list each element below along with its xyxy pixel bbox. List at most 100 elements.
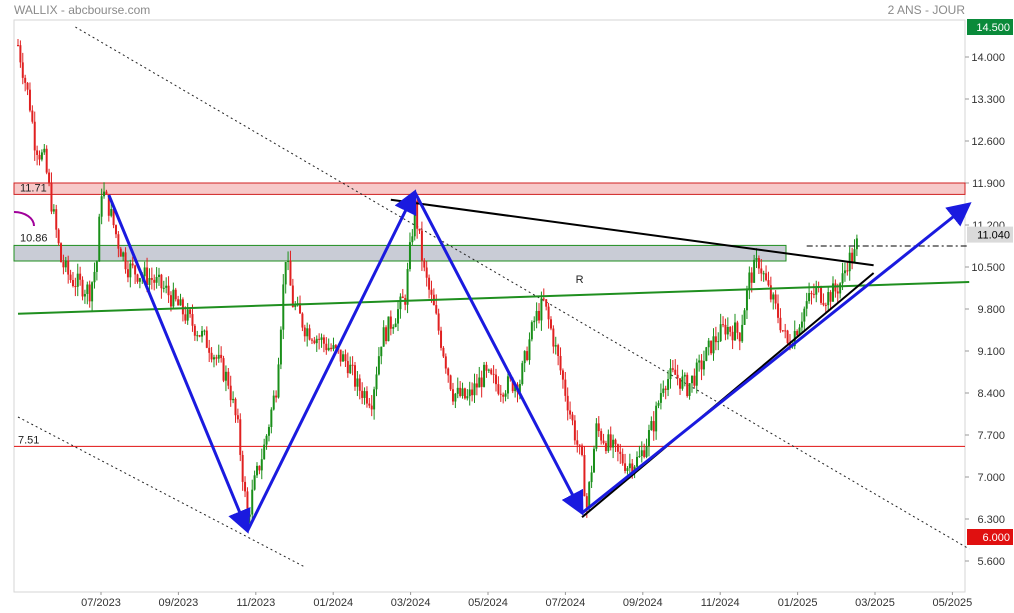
candle-body [244,481,247,492]
triangle-upper-line [390,198,874,267]
candle-body [215,357,218,359]
candle-body [165,285,168,288]
badge-last-text: 11.040 [977,230,1010,242]
candle-body [375,374,378,390]
candle-body [55,209,58,230]
candle-body [282,284,285,330]
candle-body [272,395,275,410]
candle-body [495,374,497,385]
candle-body [688,383,691,397]
candle-body [504,393,507,397]
candle-body [138,278,141,282]
candle-body [573,420,576,441]
candle-body [521,363,524,385]
candle-body [650,421,653,431]
candle-body [745,288,748,311]
candle-body [435,305,438,314]
candle-body [284,261,287,285]
candle-body [277,364,280,398]
candle-body [86,284,89,294]
candle-body [397,309,400,324]
candle-body [447,368,450,376]
candle-body [624,463,627,471]
candle-body [370,405,373,410]
candle-body [189,309,192,315]
y-tick-label: 12.600 [971,136,1005,148]
candle-body [315,338,318,344]
candle-body [17,45,19,46]
candle-body [330,347,333,350]
candle-body [136,274,139,282]
candle-body [373,389,376,410]
candle-body [236,415,239,420]
candle-body [196,335,199,337]
candle-body [643,450,646,457]
candle-body [95,261,98,272]
candle-body [241,454,244,482]
candle-body [707,340,710,348]
candle-body [239,419,242,455]
candle-body [736,322,739,333]
candle-body [820,286,823,303]
x-tick-label: 07/2023 [81,597,121,609]
candle-body [353,365,356,387]
candle-body [724,324,727,335]
candle-body [712,336,715,354]
zigzag-wave-segment [246,189,417,532]
candle-body [26,82,29,90]
candle-body [822,302,825,305]
candle-body [769,285,772,300]
candle-body [368,403,371,406]
candle-body [265,435,268,445]
x-tick-label: 11/2024 [701,597,740,609]
candle-body [831,283,834,302]
candle-body [181,299,184,315]
candle-body [690,375,693,384]
candle-body [406,269,409,305]
candle-body [530,322,533,340]
candle-body [755,258,758,260]
candle-body [657,402,660,406]
candle-body [198,335,201,337]
candle-body [853,249,856,263]
candle-body [566,395,569,411]
candle-body [222,358,225,381]
candle-body [786,330,789,344]
candle-body [767,280,770,286]
candle-body [71,280,74,287]
candle-body [681,376,684,389]
candle-body [394,323,397,327]
candle-body [576,440,579,445]
candle-body [107,194,110,216]
candle-body [473,383,476,396]
candle-body [43,148,46,153]
candle-body [69,274,72,281]
candle-body [545,299,548,307]
candle-body [815,286,818,295]
candle-body [444,356,447,369]
candle-body [318,338,321,340]
candle-body [597,423,600,432]
candle-body [91,282,94,302]
candle-body [258,465,261,471]
candle-body [490,369,493,374]
candle-body [518,384,521,393]
candle-body [83,293,86,297]
candle-body [430,289,433,295]
candle-body [839,283,842,294]
plot-frame [13,19,966,593]
resistance-zone-label: 11.71 [20,182,47,194]
chart-title: WALLIX - abcbourse.com [14,3,151,17]
candle-body [497,384,500,394]
candle-body [291,285,294,307]
candle-body [506,376,509,394]
candle-body [119,248,122,257]
candle-body [667,379,670,390]
candle-body [824,304,827,306]
candle-body [275,395,278,398]
y-tick-label: 9.800 [977,304,1005,316]
candle-body [483,364,486,387]
candle-body [674,369,677,375]
